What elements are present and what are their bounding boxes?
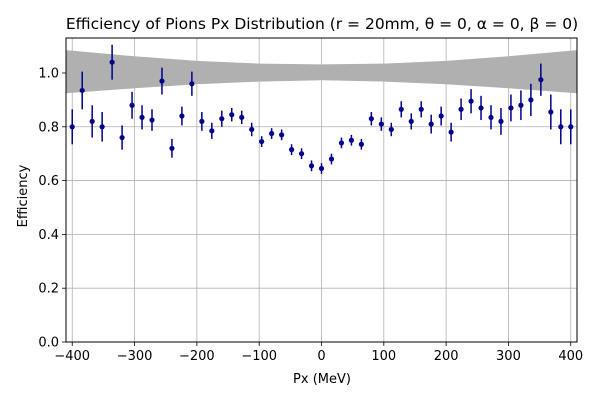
data-point	[288, 147, 295, 153]
data-point	[408, 118, 414, 124]
y-tick-label: 0.0	[38, 336, 59, 351]
x-tick-label: 400	[558, 349, 583, 364]
data-point	[169, 145, 175, 151]
y-tick-label: 0.8	[38, 120, 59, 135]
x-tick-label: −100	[241, 349, 277, 364]
x-axis-label: Px (MeV)	[293, 372, 351, 387]
data-point	[508, 105, 514, 111]
x-tick-label: 300	[496, 349, 521, 364]
data-point	[318, 165, 325, 172]
data-point	[368, 116, 374, 122]
data-point	[378, 121, 384, 127]
data-point	[279, 132, 285, 138]
data-point	[249, 126, 255, 133]
data-point	[79, 87, 85, 94]
data-point	[438, 113, 444, 119]
data-point	[129, 102, 135, 108]
data-point	[308, 163, 315, 169]
data-point	[518, 102, 524, 108]
data-point	[448, 129, 454, 135]
data-point	[388, 126, 394, 133]
data-point	[538, 77, 544, 83]
data-point	[488, 114, 494, 120]
data-point	[89, 118, 95, 124]
data-point	[119, 134, 125, 141]
x-tick-label: −200	[179, 349, 215, 364]
x-tick-label: 0	[317, 349, 325, 364]
data-point	[179, 113, 185, 119]
data-point	[189, 81, 195, 87]
data-point	[239, 114, 245, 120]
data-point	[69, 124, 75, 130]
data-point	[199, 118, 205, 124]
chart-title: Efficiency of Pions Px Distribution (r =…	[66, 15, 578, 33]
y-axis-label: Efficiency	[16, 164, 31, 227]
data-point	[209, 128, 215, 134]
tick-layer: −400 −300 −200 −100 0 100 200 300 400 0.0 0.2 0.4 0.…	[38, 66, 583, 364]
data-point	[428, 121, 434, 127]
data-point	[418, 106, 424, 112]
data-point	[139, 114, 145, 120]
data-point	[498, 118, 504, 124]
x-tick-label: 100	[371, 349, 396, 364]
data-point	[558, 124, 564, 130]
data-point	[398, 106, 404, 112]
data-point	[358, 141, 364, 147]
data-point	[528, 97, 534, 103]
y-tick-label: 0.6	[38, 174, 59, 189]
data-point	[149, 117, 155, 123]
y-tick-label: 0.2	[38, 282, 59, 297]
data-point	[109, 59, 115, 65]
data-point	[548, 109, 554, 115]
x-tick-label: −300	[117, 349, 153, 364]
data-point	[468, 98, 474, 104]
data-point	[338, 140, 345, 146]
data-point	[458, 106, 464, 112]
data-point	[568, 124, 574, 130]
data-point	[229, 112, 235, 118]
y-tick-label: 1.0	[38, 66, 59, 81]
data-point	[328, 156, 335, 162]
data-point	[478, 105, 484, 111]
data-point	[259, 138, 265, 145]
x-tick-label: 200	[434, 349, 459, 364]
y-tick-label: 0.4	[38, 228, 59, 243]
data-point	[348, 137, 355, 143]
data-point	[269, 130, 275, 137]
data-point	[99, 124, 105, 130]
data-point	[219, 116, 225, 122]
data-point	[159, 78, 165, 84]
data-points-layer	[69, 44, 574, 174]
x-tick-label: −400	[54, 349, 90, 364]
data-point	[298, 151, 305, 157]
